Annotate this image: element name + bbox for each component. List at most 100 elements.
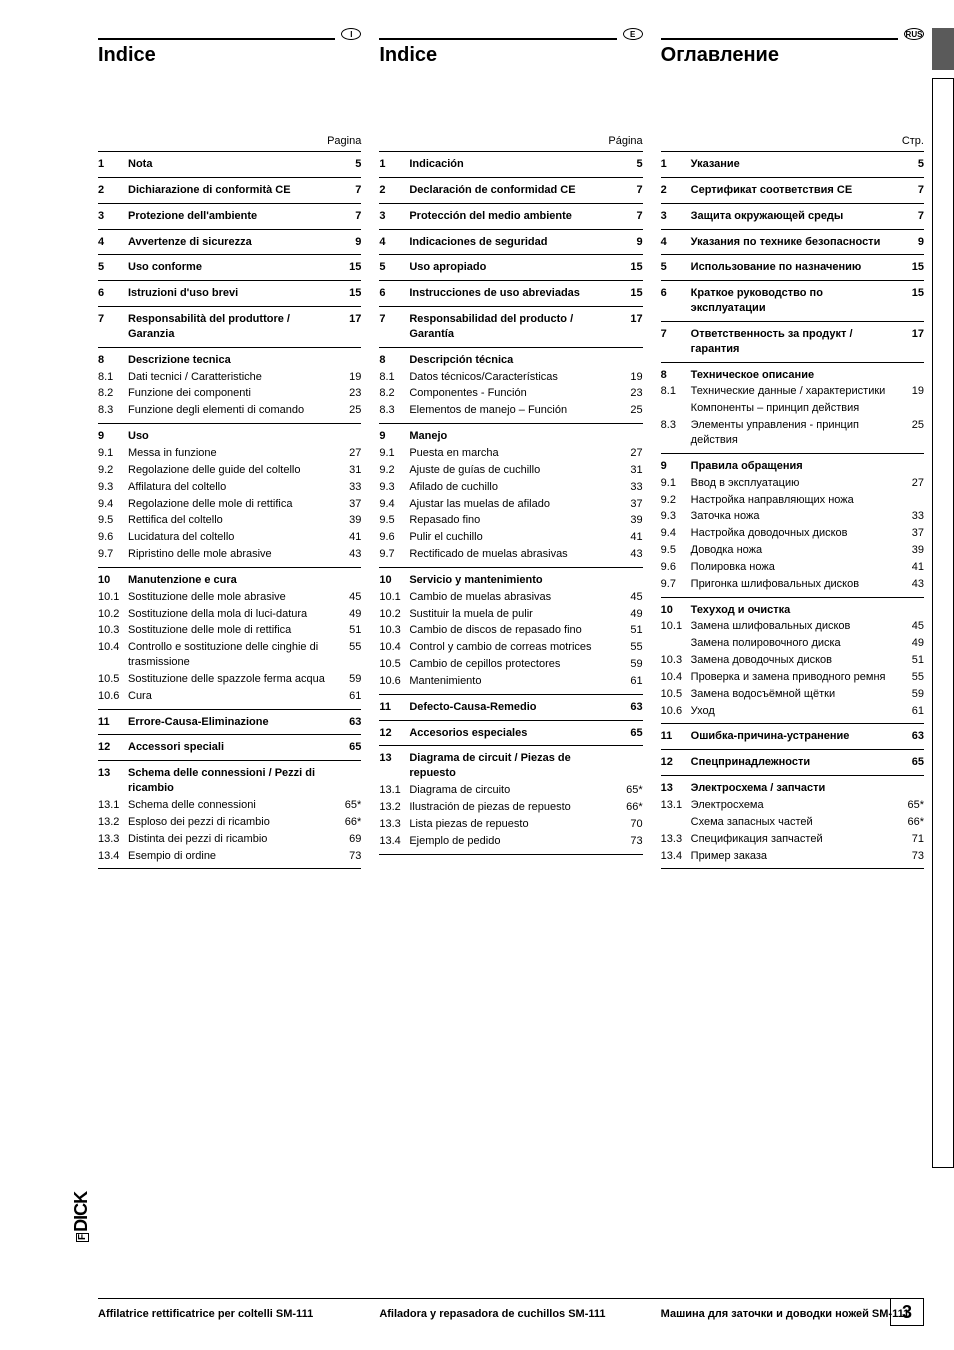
toc-page: 9 [900,235,924,250]
toc-row: 3Protezione dell'ambiente7 [98,208,361,225]
toc-row: 9.1Ввод в эксплуатацию27 [661,475,924,492]
toc-label: Elementos de manejo – Función [409,403,618,418]
toc-row: 5Uso conforme15 [98,259,361,276]
section-rule [661,177,924,178]
toc-number: 10.3 [379,623,409,638]
toc-label: Техническое описание [691,368,900,383]
toc-label: Responsabilità del produttore / Garanzia [128,312,337,342]
toc-number: 10.4 [661,670,691,685]
toc-label: Descrizione tecnica [128,353,337,368]
toc-page: 7 [619,209,643,224]
toc-column-1: EIndicePágina1Indicación52Declaración de… [379,28,642,873]
toc-row: 9.2Regolazione delle guide del coltello3… [98,462,361,479]
toc-number: 13.1 [98,798,128,813]
toc-number: 10.4 [98,640,128,655]
section-rule [98,760,361,761]
section-rule [661,203,924,204]
toc-page: 7 [337,209,361,224]
toc-label: Mantenimiento [409,674,618,689]
toc-label: Пригонка шлифовальных дисков [691,577,900,592]
toc-label: Сертификат соответствия СЕ [691,183,900,198]
toc-label: Accessori speciali [128,740,337,755]
toc-label: Lista piezas de repuesto [409,817,618,832]
toc-row: 9.7Пригонка шлифовальных дисков43 [661,576,924,593]
footer-column: Afiladora y repasadora de cuchillos SM-1… [379,1307,642,1322]
toc-row: 9.2Ajuste de guías de cuchillo31 [379,462,642,479]
toc-label: Указание [691,157,900,172]
toc-number: 10.5 [661,687,691,702]
section-rule [98,280,361,281]
toc-number: 9 [379,429,409,444]
toc-page: 71 [900,832,924,847]
toc-number: 10.3 [98,623,128,638]
language-badge: I [341,28,361,40]
toc-row: 13Электросхема / запчасти [661,780,924,797]
toc-row: 13.4Esempio di ordine73 [98,848,361,865]
toc-label: Электросхема [691,798,900,813]
toc-number: 8.1 [661,384,691,399]
toc-row: 11Errore-Causa-Eliminazione63 [98,714,361,731]
column-title: Indice [98,44,361,67]
toc-page: 45 [619,590,643,605]
toc-number: 1 [661,157,691,172]
language-badge: E [623,28,643,40]
toc-label: Замена шлифовальных дисков [691,619,900,634]
toc-number: 3 [661,209,691,224]
toc-page: 7 [337,183,361,198]
toc-label: Sostituzione delle mole abrasive [128,590,337,605]
toc-row: 4Указания по технике безопасности9 [661,234,924,251]
toc-row: 9Uso [98,428,361,445]
toc-row: 10.2Sustituir la muela de pulir49 [379,606,642,623]
toc-page: 65* [619,783,643,798]
toc-number: 13.1 [661,798,691,813]
toc-label: Protección del medio ambiente [409,209,618,224]
toc-page: 37 [337,497,361,512]
toc-number: 10.2 [98,607,128,622]
toc-number: 6 [98,286,128,301]
toc-label: Servicio y mantenimiento [409,573,618,588]
toc-row: 8.1Datos técnicos/Características19 [379,369,642,386]
toc-row: 10.1Sostituzione delle mole abrasive45 [98,589,361,606]
toc-label: Sostituzione delle spazzole ferma acqua [128,672,337,687]
toc-row: 13.3Спецификация запчастей71 [661,831,924,848]
section-rule [661,229,924,230]
toc-page: 23 [337,386,361,401]
toc-page: 55 [900,670,924,685]
toc-row: 10.3Замена доводочных дисков51 [661,652,924,669]
toc-label: Ajustar las muelas de afilado [409,497,618,512]
toc-label: Rectificado de muelas abrasivas [409,547,618,562]
toc-row: 8.2Componentes - Función23 [379,385,642,402]
toc-number: 10.4 [379,640,409,655]
toc-label: Спецификация запчастей [691,832,900,847]
toc-row: 1Indicación5 [379,156,642,173]
toc-page: 66* [337,815,361,830]
toc-label: Sostituzione delle mole di rettifica [128,623,337,638]
toc-row: 9.5Доводка ножа39 [661,542,924,559]
toc-label: Ripristino delle mole abrasive [128,547,337,562]
header-rule [379,38,616,40]
toc-row: 9.2Настройка направляющих ножа [661,492,924,509]
toc-page: 65 [619,726,643,741]
toc-label: Доводка ножа [691,543,900,558]
section-rule [98,306,361,307]
toc-row: 13.1Электросхема65* [661,797,924,814]
toc-number: 10.6 [98,689,128,704]
toc-label: Cambio de muelas abrasivas [409,590,618,605]
toc-page: 23 [619,386,643,401]
section-rule [98,229,361,230]
section-rule [379,423,642,424]
toc-label: Protezione dell'ambiente [128,209,337,224]
toc-page: 41 [900,560,924,575]
toc-page: 39 [900,543,924,558]
toc-label: Nota [128,157,337,172]
toc-page: 7 [619,183,643,198]
toc-row: 10.6Mantenimiento61 [379,673,642,690]
toc-label: Descripción técnica [409,353,618,368]
toc-label: Проверка и замена приводного ремня [691,670,900,685]
section-rule [379,254,642,255]
footer: Affilatrice rettificatrice per coltelli … [98,1298,924,1322]
toc-number: 7 [379,312,409,327]
toc-label: Ошибка-причина-устранение [691,729,900,744]
toc-page: 9 [337,235,361,250]
toc-page: 73 [619,834,643,849]
